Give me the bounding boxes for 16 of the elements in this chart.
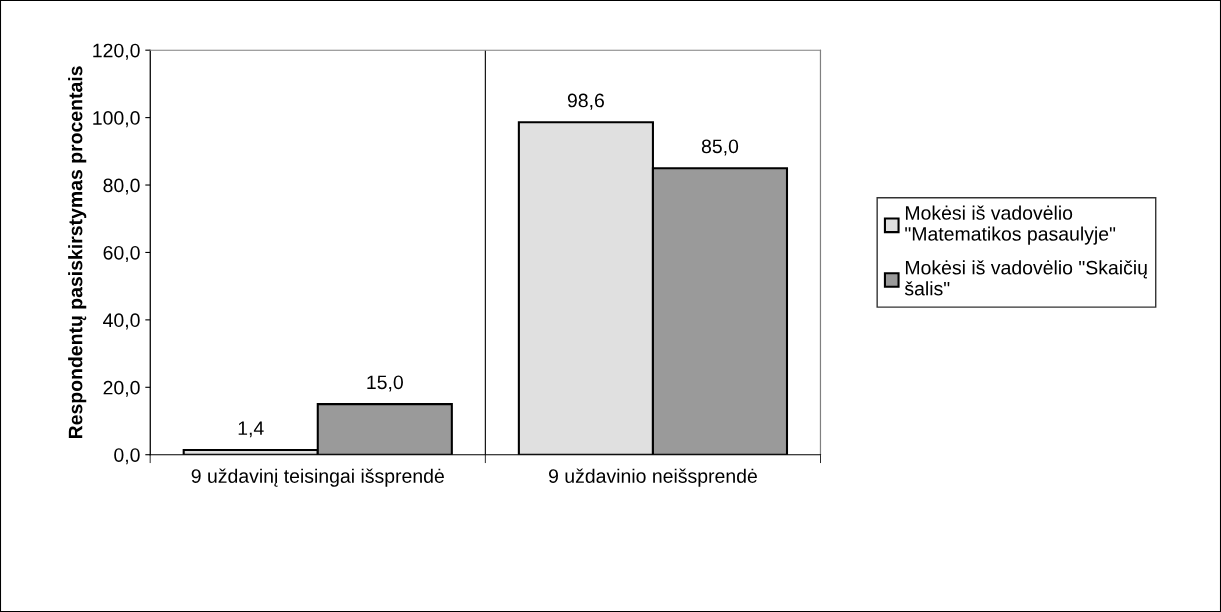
data-label: 15,0 [367, 375, 403, 392]
y-tick-label: 80,0 [103, 178, 140, 195]
y-tick-label: 20,0 [103, 380, 140, 397]
y-axis-title: Respondentų pasiskirstymas procentais [68, 66, 87, 439]
y-tick-label: 0,0 [114, 448, 140, 465]
data-label: 85,0 [701, 139, 739, 156]
y-tick-label: 60,0 [103, 245, 140, 262]
legend-label: Mokėsi iš vadovėlio "Skaičių šalis" [904, 260, 1147, 296]
data-label: 1,4 [238, 421, 264, 438]
y-tick-label: 100,0 [93, 111, 140, 128]
y-tick-label: 120,0 [93, 43, 140, 60]
x-tick-label: 9 uždavinį teisingai išsprendė [191, 468, 444, 487]
x-tick-label: 9 uždavinio neišsprendė [548, 468, 757, 487]
legend-label: Mokėsi iš vadovėlio "Matematikos pasaulyje" [905, 205, 1116, 245]
data-label: 98,6 [567, 93, 604, 110]
y-tick-label: 40,0 [103, 313, 140, 330]
